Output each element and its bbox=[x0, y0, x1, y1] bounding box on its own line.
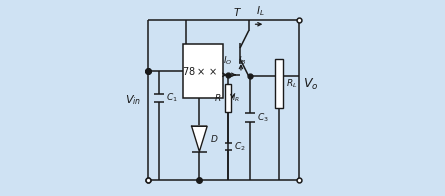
FancyBboxPatch shape bbox=[225, 83, 231, 112]
Text: $D$: $D$ bbox=[210, 133, 218, 144]
Text: $I_L$: $I_L$ bbox=[256, 5, 265, 18]
Text: $T$: $T$ bbox=[233, 6, 242, 18]
Polygon shape bbox=[192, 126, 207, 152]
Text: $V_{in}$: $V_{in}$ bbox=[125, 93, 141, 107]
Text: $C_2$: $C_2$ bbox=[234, 141, 246, 153]
Text: $R_L$: $R_L$ bbox=[287, 77, 298, 90]
Text: $I_B$: $I_B$ bbox=[238, 54, 247, 67]
Text: $I_O$: $I_O$ bbox=[223, 54, 233, 67]
Text: $78\times\times$: $78\times\times$ bbox=[182, 65, 217, 77]
Text: $I_R$: $I_R$ bbox=[232, 91, 240, 104]
Text: $C_1$: $C_1$ bbox=[166, 92, 178, 104]
FancyBboxPatch shape bbox=[182, 44, 222, 98]
Text: $V_o$: $V_o$ bbox=[303, 77, 319, 92]
Text: $R$: $R$ bbox=[214, 92, 221, 103]
FancyBboxPatch shape bbox=[275, 59, 283, 108]
Text: $C_3$: $C_3$ bbox=[256, 111, 268, 124]
